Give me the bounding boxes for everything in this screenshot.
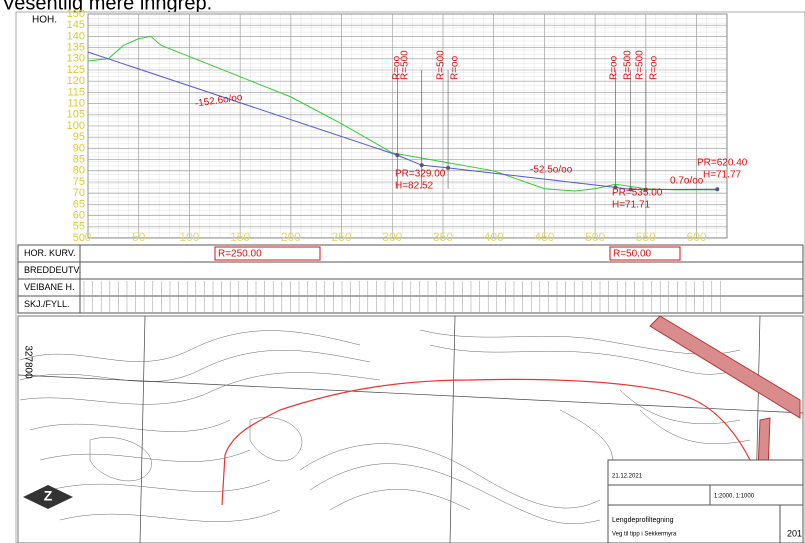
x-tick-label: 550 — [636, 230, 656, 244]
curve-label: R=500 — [436, 50, 447, 80]
x-tick-label: 150 — [230, 230, 250, 244]
scale: 1:2000, 1:1000 — [714, 494, 755, 500]
x-tick-label: 100 — [179, 230, 199, 244]
y-tick-label: 110 — [67, 98, 85, 110]
curve-label: R=oo — [609, 55, 620, 80]
grid-lines — [17, 315, 804, 543]
curve-box — [609, 246, 681, 261]
y-tick-label: 135 — [67, 42, 85, 54]
annotation: PR=620.40 — [697, 158, 748, 169]
vertex — [628, 187, 633, 192]
contours — [19, 329, 751, 524]
vertex — [715, 187, 720, 192]
y-tick-label: 150 — [67, 8, 85, 20]
x-tick-label: 500 — [585, 230, 605, 244]
x-tick-label: 600 — [687, 230, 707, 244]
band-row-label: VEIBANE H. — [24, 282, 75, 292]
annotation: PR=329.00 — [395, 169, 446, 180]
x-tick-label: 450 — [534, 230, 554, 244]
y-tick-label: 145 — [67, 19, 85, 31]
y-tick-label: 50 — [73, 232, 85, 244]
vertex — [643, 187, 648, 192]
date: 21.12.2021 — [612, 474, 643, 480]
y-tick-label: 95 — [73, 131, 85, 143]
curve-box — [214, 246, 321, 261]
annotation: 0.7o/oo — [670, 176, 704, 187]
map-coordinate: 327800 — [22, 345, 33, 379]
series-group — [88, 35, 720, 192]
y-tick-label: 75 — [73, 176, 85, 188]
annotation: PR=535.00 — [612, 188, 663, 199]
series-line — [88, 51, 718, 191]
y-tick-label: 140 — [67, 30, 85, 42]
new-road — [221, 378, 751, 506]
annotation: H=82.52 — [395, 181, 434, 192]
title: Lengdeprofiltegning — [612, 517, 674, 524]
subtitle: Veg til tipp i Sekkermyra — [612, 532, 677, 538]
y-tick-label: 80 — [73, 165, 85, 177]
curve-label: R=oo — [392, 55, 403, 80]
hor-curve-label: R=250.00 — [218, 249, 262, 260]
y-axis-label: HOH. — [32, 15, 57, 26]
y-tick-label: 105 — [67, 109, 85, 121]
y-tick-label: 125 — [67, 64, 85, 76]
svg-text:Z: Z — [44, 488, 53, 504]
x-tick-label: 50 — [132, 230, 146, 244]
y-tick-label: 85 — [73, 154, 85, 166]
y-tick-label: 60 — [73, 210, 85, 222]
y-tick-label: 55 — [73, 221, 85, 233]
curve-label: R=500 — [623, 50, 634, 80]
x-tick-label: 0 — [85, 230, 92, 244]
band-row-label: BREDDEUTV. — [24, 265, 81, 275]
curve-label: R=500 — [400, 50, 411, 80]
title-block: 21.12.2021 1:2000, 1:1000 Lengdeprofilte… — [607, 459, 804, 543]
annotation: H=71.77 — [703, 170, 742, 181]
band-row-label: SKJ./FYLL. — [24, 299, 70, 309]
annotation: H=71.71 — [612, 200, 651, 211]
header-text: Vesentlig mere inngrep. — [2, 0, 212, 14]
y-tick-label: 130 — [67, 53, 85, 65]
band-row-label: HOR. KURV. — [24, 248, 76, 258]
north-arrow: Z — [23, 485, 73, 509]
y-tick-label: 100 — [67, 120, 85, 132]
bands: HOR. KURV. BREDDEUTV. VEIBANE H. SKJ./FYLL.… — [17, 244, 804, 314]
existing-road — [649, 315, 801, 419]
x-tick-label: 250 — [332, 230, 352, 244]
drawing-number: 201 — [787, 528, 802, 538]
y-tick-label: 90 — [73, 142, 85, 154]
x-tick-label: 200 — [281, 230, 301, 244]
map: Z 327800 21.12.2021 1:2000, 1:1000 Lengd… — [17, 315, 804, 543]
y-tick-label: 65 — [73, 198, 85, 210]
curve-label: R=oo — [649, 55, 660, 80]
x-tick-label: 300 — [382, 230, 402, 244]
y-tick-label: 115 — [67, 86, 85, 98]
hor-curve-label: R=50.00 — [613, 249, 652, 260]
series-line — [88, 35, 717, 192]
x-tick-label: 400 — [484, 230, 504, 244]
annotation: -52.5o/oo — [530, 165, 573, 176]
curve-label: R=500 — [635, 50, 646, 80]
curve-label: R=oo — [450, 55, 461, 80]
y-tick-label: 120 — [67, 75, 85, 87]
y-tick-label: 70 — [73, 187, 85, 199]
x-tick-label: 350 — [433, 230, 453, 244]
